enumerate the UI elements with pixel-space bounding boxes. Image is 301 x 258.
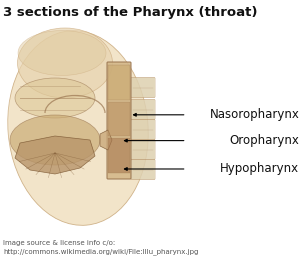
FancyBboxPatch shape: [0, 0, 10, 258]
FancyBboxPatch shape: [131, 159, 156, 180]
FancyBboxPatch shape: [155, 48, 301, 208]
FancyBboxPatch shape: [108, 138, 130, 173]
Text: Nasoropharynx: Nasoropharynx: [209, 108, 299, 121]
Ellipse shape: [15, 78, 95, 118]
FancyBboxPatch shape: [131, 100, 156, 119]
Text: Hypopharynx: Hypopharynx: [220, 163, 299, 175]
Text: Oropharynx: Oropharynx: [230, 134, 299, 147]
FancyBboxPatch shape: [107, 62, 131, 179]
Polygon shape: [100, 130, 112, 150]
Ellipse shape: [10, 115, 100, 165]
Text: Image source & license info c/o:
http://commons.wikimedia.org/wiki/File:Illu_pha: Image source & license info c/o: http://…: [3, 240, 198, 255]
FancyBboxPatch shape: [108, 65, 130, 100]
Text: 3 sections of the Pharynx (throat): 3 sections of the Pharynx (throat): [3, 6, 258, 19]
FancyBboxPatch shape: [0, 0, 5, 258]
Ellipse shape: [18, 30, 106, 76]
FancyBboxPatch shape: [131, 77, 156, 98]
FancyBboxPatch shape: [108, 102, 130, 136]
Polygon shape: [15, 136, 95, 174]
FancyBboxPatch shape: [131, 119, 156, 140]
Ellipse shape: [8, 31, 148, 225]
Ellipse shape: [17, 28, 113, 98]
FancyBboxPatch shape: [131, 140, 156, 159]
